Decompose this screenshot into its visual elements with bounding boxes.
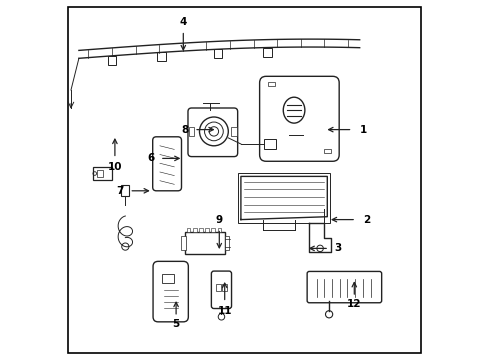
Bar [264,139,275,149]
Text: 11: 11 [217,306,231,316]
Bar [188,127,194,136]
FancyBboxPatch shape [306,271,381,303]
Bar [157,52,165,61]
Bar [186,228,190,232]
FancyBboxPatch shape [152,137,181,191]
Text: 9: 9 [215,215,223,225]
Bar [217,228,221,232]
FancyBboxPatch shape [187,108,237,157]
Text: 6: 6 [147,153,154,163]
Bar [185,232,224,254]
Text: 4: 4 [179,17,186,27]
Text: 3: 3 [334,243,341,253]
Ellipse shape [283,97,304,123]
Bar [213,49,222,58]
Text: 8: 8 [181,125,188,135]
Bar [93,167,112,180]
Text: 5: 5 [172,319,180,329]
Bar [121,185,129,196]
Text: 2: 2 [363,215,370,225]
Bar [263,48,271,57]
FancyBboxPatch shape [211,271,231,309]
Bar [216,284,220,291]
Bar [97,170,103,177]
Text: 10: 10 [107,162,122,172]
FancyBboxPatch shape [153,261,188,322]
Bar [238,173,329,223]
Bar [181,236,185,250]
Bar [267,82,275,86]
Bar [162,274,174,283]
Bar [199,228,203,232]
Bar [193,228,196,232]
Bar [323,149,330,153]
Bar [222,284,226,291]
FancyBboxPatch shape [259,76,339,161]
Text: 12: 12 [346,299,361,309]
Bar [205,228,208,232]
Bar [231,127,236,136]
Bar [224,236,228,250]
Bar [107,56,116,65]
Text: 7: 7 [116,186,124,196]
Bar [211,228,215,232]
Text: 1: 1 [359,125,366,135]
